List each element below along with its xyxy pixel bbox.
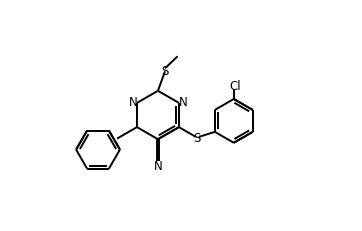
Text: N: N — [179, 96, 188, 109]
Text: Cl: Cl — [229, 79, 241, 92]
Text: S: S — [193, 131, 201, 144]
Text: N: N — [153, 160, 162, 173]
Text: S: S — [161, 65, 169, 78]
Text: N: N — [129, 96, 137, 109]
